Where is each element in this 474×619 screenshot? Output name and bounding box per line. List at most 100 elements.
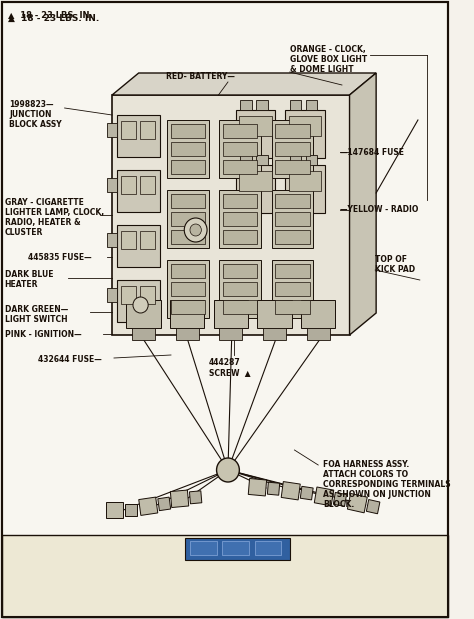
Text: AS SHOWN ON JUNCTION: AS SHOWN ON JUNCTION <box>323 490 431 499</box>
Bar <box>171 142 205 156</box>
Polygon shape <box>301 487 313 500</box>
Text: Visit www.Trifive.com: Visit www.Trifive.com <box>197 561 278 570</box>
Bar <box>223 282 257 296</box>
Bar <box>285 165 325 213</box>
Bar <box>190 541 217 555</box>
Text: KICK PAD: KICK PAD <box>375 265 415 274</box>
Text: CK.: CK. <box>236 602 247 607</box>
Bar <box>214 300 248 328</box>
Bar <box>223 194 257 208</box>
Polygon shape <box>248 478 266 496</box>
Bar <box>285 110 325 158</box>
Text: Tri-Five.com: Tri-Five.com <box>211 541 264 550</box>
Text: MODELS: MODELS <box>338 538 384 548</box>
Text: DARK BLUE: DARK BLUE <box>5 270 53 279</box>
Bar <box>171 124 205 138</box>
Bar <box>219 120 261 178</box>
Text: 3736500: 3736500 <box>342 597 374 603</box>
Text: CLUSTER: CLUSTER <box>5 228 43 237</box>
Text: TOP OF: TOP OF <box>375 255 407 264</box>
Bar <box>219 190 261 248</box>
Text: SYM.: SYM. <box>51 602 69 607</box>
Bar <box>240 100 252 110</box>
Text: AUTOMATIC TRANS.: AUTOMATIC TRANS. <box>323 563 398 572</box>
Text: CORRESPONDING TERMINALS: CORRESPONDING TERMINALS <box>323 480 451 489</box>
Text: DARK GREEN—: DARK GREEN— <box>5 305 68 314</box>
Bar <box>239 171 272 191</box>
Bar <box>256 155 268 165</box>
Bar <box>171 212 205 226</box>
Polygon shape <box>366 500 380 514</box>
Polygon shape <box>139 497 158 516</box>
Bar <box>289 116 321 136</box>
Text: JUNCTION: JUNCTION <box>9 110 52 119</box>
Text: RED- BATTERY—: RED- BATTERY— <box>166 72 235 81</box>
Text: ORANGE - CLOCK,: ORANGE - CLOCK, <box>290 45 365 54</box>
Bar <box>2 535 448 617</box>
Bar <box>171 282 205 296</box>
Bar <box>171 160 205 174</box>
Text: DR.: DR. <box>211 602 223 607</box>
Text: DATE: DATE <box>4 602 22 607</box>
Polygon shape <box>112 73 376 95</box>
Bar <box>306 155 317 165</box>
Bar <box>140 231 155 249</box>
Bar <box>107 178 117 192</box>
Text: 444287: 444287 <box>209 358 241 367</box>
Text: 110: 110 <box>388 588 417 602</box>
Text: ▲  18 - 23 LBS. IN.: ▲ 18 - 23 LBS. IN. <box>8 14 99 23</box>
Text: LIGHTER LAMP, CLOCK,: LIGHTER LAMP, CLOCK, <box>5 208 104 217</box>
Polygon shape <box>333 493 346 506</box>
Bar <box>167 120 209 178</box>
Bar <box>117 225 160 267</box>
Text: —YELLOW - RADIO: —YELLOW - RADIO <box>340 205 419 214</box>
Text: NAME: NAME <box>261 566 282 571</box>
Bar <box>176 328 199 340</box>
Text: PASSENGER CAR INSTRUCTION MANUAL: PASSENGER CAR INSTRUCTION MANUAL <box>292 566 449 572</box>
Bar <box>236 110 275 158</box>
Bar <box>219 260 261 318</box>
Text: 1998823—: 1998823— <box>9 100 54 109</box>
Bar <box>171 194 205 208</box>
Polygon shape <box>158 497 171 511</box>
Bar <box>223 160 257 174</box>
Text: ATTACH COLORS TO: ATTACH COLORS TO <box>323 470 408 479</box>
Text: F: F <box>371 586 374 592</box>
Bar <box>255 541 281 555</box>
Text: WITH V-8 ENGINE: WITH V-8 ENGINE <box>328 556 394 565</box>
Bar <box>120 286 136 304</box>
Bar <box>223 300 257 314</box>
Bar <box>236 165 275 213</box>
Bar <box>185 538 290 560</box>
Bar <box>117 115 160 157</box>
Polygon shape <box>106 502 124 518</box>
Polygon shape <box>281 482 300 500</box>
Bar <box>223 230 257 244</box>
Circle shape <box>133 297 148 313</box>
Bar <box>306 100 317 110</box>
Text: REF.: REF. <box>261 578 276 583</box>
Text: SCREW  ▲: SCREW ▲ <box>209 368 251 377</box>
Text: 445835 FUSE—: 445835 FUSE— <box>28 253 92 262</box>
Polygon shape <box>349 73 376 335</box>
Bar <box>120 121 136 139</box>
Bar <box>120 176 136 194</box>
Text: RELEASED: RELEASED <box>80 588 112 593</box>
Text: PART No.: PART No. <box>299 594 331 599</box>
Bar <box>307 328 329 340</box>
Bar <box>171 300 205 314</box>
Text: —147684 FUSE: —147684 FUSE <box>340 148 404 157</box>
Bar <box>275 142 310 156</box>
Bar <box>275 300 310 314</box>
Bar <box>275 160 310 174</box>
Text: HEATER: HEATER <box>5 280 38 289</box>
Bar <box>140 176 155 194</box>
Bar <box>107 233 117 247</box>
Bar <box>272 190 313 248</box>
Bar <box>275 212 310 226</box>
Bar <box>171 264 205 278</box>
Bar <box>120 231 136 249</box>
Text: ▲  18 - 23 LBS. IN.: ▲ 18 - 23 LBS. IN. <box>8 10 92 19</box>
Text: LIGHT SWITCH: LIGHT SWITCH <box>5 315 67 324</box>
Bar <box>167 190 209 248</box>
